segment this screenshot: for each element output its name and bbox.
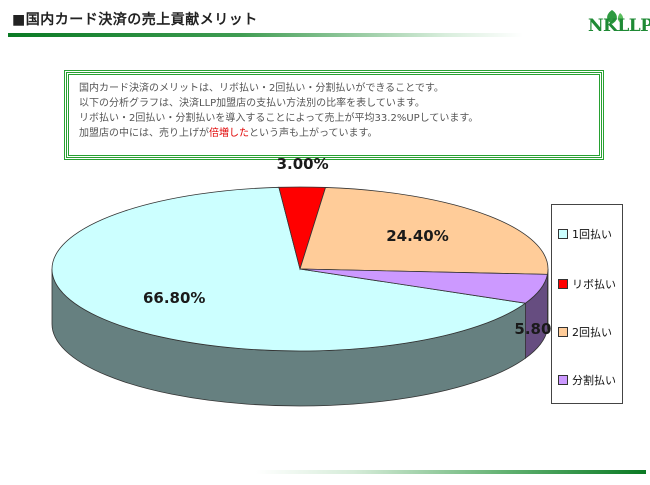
pie-label-0: 66.80%: [143, 289, 205, 307]
pie-slice-0: [51, 186, 527, 352]
pie-slice-2: [299, 187, 549, 275]
description-line-3: リボ払い・2回払い・分割払いを導入することによって売上が平均33.2%UPしてい…: [79, 113, 479, 124]
description-box: 国内カード決済のメリットは、リボ払い・2回払い・分割払いができることです。 以下…: [64, 70, 604, 160]
legend-swatch-2: [558, 327, 568, 337]
legend-swatch-1: [558, 279, 568, 289]
legend-swatch-3: [558, 375, 568, 385]
pie-label-2: 24.40%: [386, 227, 448, 245]
description-line-4-start: 加盟店の中には、売り上げが: [79, 128, 209, 139]
description-line-4: 加盟店の中には、売り上げが倍増したという声も上がっています。: [79, 126, 589, 141]
pie-label-1: 3.00%: [277, 155, 329, 173]
leaf-icon: [607, 10, 624, 24]
chart-legend: 1回払いリボ払い 2回払い分割払い: [551, 204, 623, 404]
legend-label-1: リボ払い: [572, 278, 616, 291]
legend-swatch-0: [558, 229, 568, 239]
legend-item-2: 2回払い: [558, 325, 612, 339]
nkllp-logo: [582, 4, 646, 40]
legend-item-1: リボ払い: [558, 277, 616, 291]
legend-item-3: 分割払い: [558, 373, 616, 387]
legend-label-3: 分割払い: [572, 374, 616, 387]
description-line-1: 国内カード決済のメリットは、リボ払い・2回払い・分割払いができることです。: [79, 83, 444, 94]
page-title: ■国内カード決済の売上貢献メリット: [12, 12, 258, 28]
logo-text: NKLLP: [588, 16, 650, 36]
description-line-4-end: という声も上がっています。: [249, 128, 378, 139]
legend-label-2: 2回払い: [572, 326, 612, 339]
highlight-text: 倍増した: [209, 128, 249, 139]
pie-slice-3: [299, 268, 548, 304]
title-divider: [8, 33, 523, 37]
legend-label-0: 1回払い: [572, 228, 612, 241]
footer-divider: [256, 470, 646, 474]
description-line-2: 以下の分析グラフは、決済LLP加盟店の支払い方法別の比率を表しています。: [79, 98, 425, 109]
legend-item-0: 1回払い: [558, 227, 612, 241]
